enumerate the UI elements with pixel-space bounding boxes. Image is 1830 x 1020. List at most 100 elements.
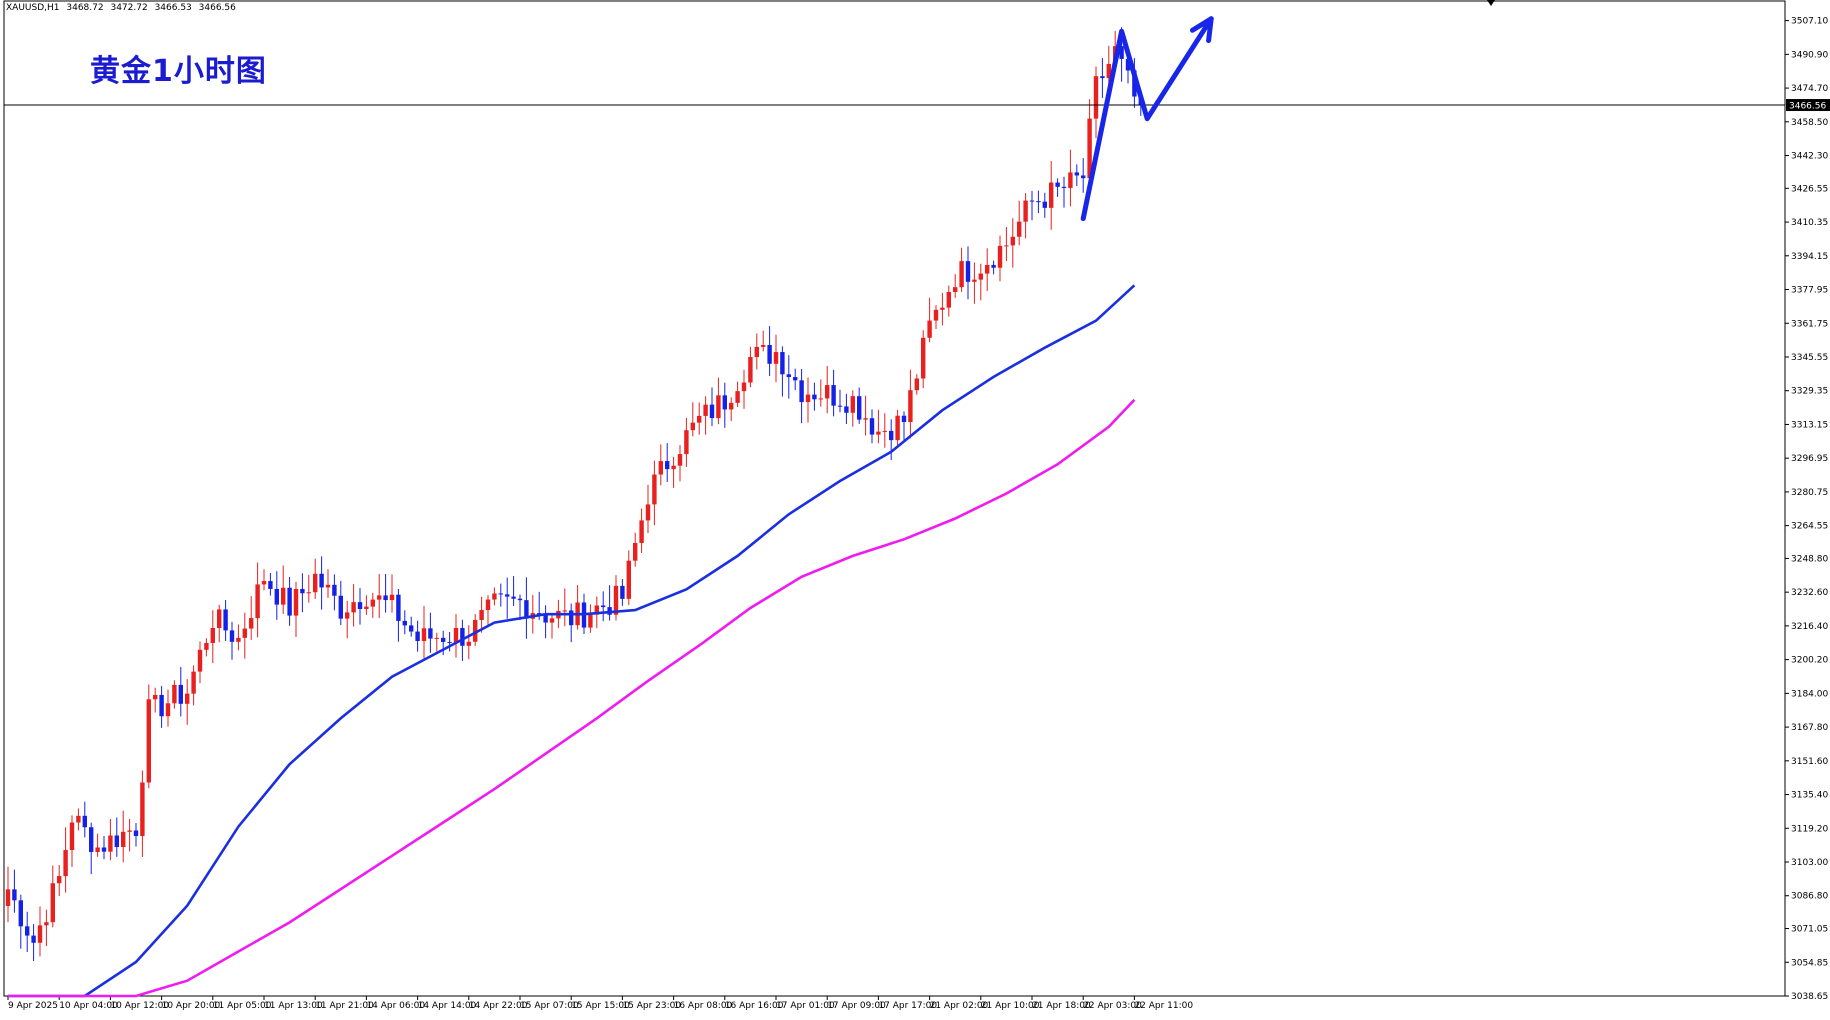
y-tick-label: 3200.20 <box>1791 656 1828 666</box>
candle-body <box>677 454 683 466</box>
x-tick-label: 21 Apr 02:00 <box>930 1001 989 1011</box>
candle-body <box>1029 200 1035 202</box>
candle-body <box>1125 58 1131 71</box>
candle-body <box>716 395 721 419</box>
y-tick-label: 3296.95 <box>1791 454 1828 464</box>
candle-body <box>319 573 324 588</box>
candle-body <box>5 889 11 907</box>
y-tick-label: 3426.55 <box>1791 184 1828 194</box>
candle-body <box>805 394 811 403</box>
candle-body <box>703 404 708 416</box>
candle-body <box>914 378 919 391</box>
candle-body <box>76 815 81 823</box>
candle-body <box>844 406 849 413</box>
candle-body <box>825 385 830 399</box>
y-tick-label: 3280.75 <box>1791 488 1828 498</box>
x-tick-label: 15 Apr 15:00 <box>571 1001 630 1011</box>
candle-body <box>933 309 939 321</box>
symbol-name: XAUUSD,H1 <box>6 3 60 13</box>
candle-body <box>357 602 363 610</box>
candle-body <box>818 398 823 400</box>
candle-body <box>274 588 279 605</box>
x-tick-label: 10 Apr 20:00 <box>162 1001 221 1011</box>
candle-body <box>569 610 574 626</box>
candle-body <box>927 320 932 338</box>
candle-body <box>748 357 753 383</box>
candle-body <box>498 593 503 595</box>
y-tick-label: 3490.90 <box>1791 50 1828 60</box>
y-tick-label: 3264.55 <box>1791 522 1828 532</box>
chart-title: 黄金1小时图 <box>90 54 267 89</box>
candle-body <box>1106 63 1111 79</box>
x-tick-label: 14 Apr 22:00 <box>469 1001 528 1011</box>
candle-body <box>1068 172 1073 188</box>
y-tick-label: 3103.00 <box>1791 858 1828 868</box>
candle-body <box>857 396 862 420</box>
y-tick-label: 3248.80 <box>1791 554 1828 564</box>
candle-body <box>812 394 817 400</box>
candle-body <box>780 352 785 375</box>
candle-body <box>409 625 414 632</box>
candle-body <box>1055 182 1060 187</box>
candle-body <box>722 395 727 410</box>
candle-body <box>31 935 36 943</box>
ohlc-low: 3466.53 <box>154 3 192 13</box>
current-price-label: 3466.56 <box>1789 102 1826 112</box>
candle-body <box>946 291 951 308</box>
x-tick-label: 9 Apr 2025 <box>8 1001 58 1011</box>
candle-body <box>415 631 420 642</box>
candle-body <box>217 609 222 629</box>
candle-body <box>633 542 638 561</box>
ohlc-high: 3472.72 <box>110 3 148 13</box>
candle-body <box>466 641 471 646</box>
candle-body <box>159 694 164 717</box>
candle-body <box>82 815 87 828</box>
candle-body <box>543 615 548 623</box>
candle-body <box>101 847 107 852</box>
x-tick-label: 15 Apr 23:00 <box>622 1001 681 1011</box>
candle-body <box>114 835 119 847</box>
candle-body <box>293 588 299 616</box>
candle-body <box>978 273 983 280</box>
candle-body <box>37 925 43 943</box>
candle-body <box>255 584 260 619</box>
candle-body <box>959 261 964 288</box>
candle-body <box>281 587 286 605</box>
candle-body <box>185 693 190 704</box>
chart-frame <box>3 0 1786 997</box>
candle-body <box>249 618 254 629</box>
candle-body <box>799 380 804 403</box>
candle-body <box>210 628 215 644</box>
candle-body <box>658 461 663 475</box>
candle-body <box>773 352 779 364</box>
forecast-arrow-head-icon <box>1189 16 1214 44</box>
candle-body <box>428 628 433 639</box>
candle-body <box>1017 221 1022 237</box>
candle-body <box>140 782 145 837</box>
candle-body <box>153 694 158 700</box>
candle-body <box>204 643 209 650</box>
y-tick-label: 3394.15 <box>1791 252 1828 262</box>
candle-body <box>50 883 55 923</box>
y-tick-label: 3474.70 <box>1791 84 1828 94</box>
y-tick-label: 3151.60 <box>1791 757 1828 767</box>
candle-body <box>492 593 497 600</box>
candle-body <box>639 520 644 543</box>
candle-body <box>594 605 599 615</box>
y-tick-label: 3442.30 <box>1791 152 1828 162</box>
candle-body <box>1081 175 1086 179</box>
candle-body <box>786 374 791 378</box>
candle-body <box>223 609 228 631</box>
candle-body <box>127 830 132 832</box>
candle-body <box>965 261 971 282</box>
x-tick-label: 16 Apr 16:00 <box>725 1001 784 1011</box>
candle-body <box>985 264 990 274</box>
candle-body <box>684 430 689 455</box>
candle-body <box>345 612 350 619</box>
candle-body <box>697 415 702 423</box>
candle-body <box>389 594 395 601</box>
candle-body <box>421 628 427 642</box>
candle-body <box>889 430 894 441</box>
candle-body <box>1093 76 1099 119</box>
